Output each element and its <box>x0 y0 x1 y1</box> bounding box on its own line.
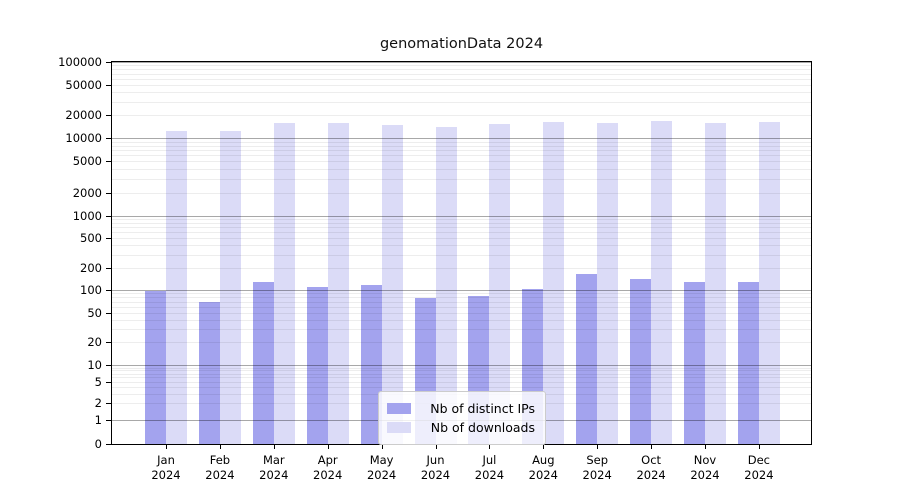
y-tick-20 <box>106 342 112 344</box>
bar-downloads-jul <box>489 123 511 444</box>
x-tick-label-jan: Jan 2024 <box>151 453 181 482</box>
y-tick-10 <box>106 365 112 366</box>
bar-downloads-nov <box>705 122 726 444</box>
x-tick-feb <box>219 445 221 449</box>
gridline-minor-30000 <box>112 101 811 103</box>
x-tick-label-jul: Jul 2024 <box>474 453 505 482</box>
bar-ips-feb <box>198 301 220 444</box>
x-tick-label-aug: Aug 2024 <box>528 453 558 482</box>
y-tick-5000 <box>106 161 112 163</box>
bar-downloads-mar <box>273 123 295 444</box>
y-tick-label-10: 10 <box>87 358 102 372</box>
x-tick-dec <box>758 445 760 449</box>
bar-downloads-jan <box>166 131 187 444</box>
y-tick-label-10000: 10000 <box>65 131 102 145</box>
y-tick-label-20000: 20000 <box>65 108 102 123</box>
x-tick-sep <box>597 445 599 449</box>
bar-ips-oct <box>630 279 652 444</box>
gridline-minor-70000 <box>112 73 811 75</box>
y-tick-label-20: 20 <box>87 335 102 350</box>
bar-ips-nov <box>684 281 705 444</box>
y-tick-50 <box>106 312 112 314</box>
bar-downloads-may <box>381 124 403 444</box>
bar-ips-dec <box>737 282 759 444</box>
y-tick-200 <box>106 267 112 269</box>
gridline-minor-20000 <box>112 115 811 117</box>
bar-downloads-apr <box>327 123 349 444</box>
y-tick-label-100: 100 <box>80 283 102 297</box>
gridline-minor-50000 <box>112 84 811 86</box>
legend-swatch-downloads <box>387 422 411 433</box>
gridline-minor-80000 <box>112 69 811 71</box>
x-tick-label-mar: Mar 2024 <box>259 453 289 482</box>
y-tick-100000 <box>106 62 112 63</box>
y-tick-2000 <box>106 192 112 194</box>
x-tick-label-nov: Nov 2024 <box>690 453 720 482</box>
y-tick-50000 <box>106 84 112 86</box>
y-tick-20000 <box>106 115 112 117</box>
bar-downloads-feb <box>219 131 241 444</box>
x-tick-mar <box>273 445 275 449</box>
x-tick-jul <box>489 445 491 449</box>
y-tick-2 <box>106 403 112 405</box>
legend-label-distinct-ips: Nb of distinct IPs <box>430 401 535 416</box>
y-tick-500 <box>106 238 112 240</box>
y-tick-label-1: 1 <box>94 413 102 427</box>
gridline-major-100000 <box>112 62 811 63</box>
bar-downloads-jun <box>435 127 457 444</box>
bar-ips-jan <box>145 290 166 444</box>
bar-downloads-aug <box>543 121 565 444</box>
y-tick-label-1000: 1000 <box>72 209 102 223</box>
y-tick-1000 <box>106 216 112 217</box>
legend-item-downloads: Nb of downloads <box>387 419 535 436</box>
bar-downloads-dec <box>758 121 780 444</box>
chart-title: genomationData 2024 <box>379 36 544 52</box>
y-tick-label-2000: 2000 <box>72 185 102 200</box>
bar-downloads-sep <box>597 122 619 444</box>
legend: Nb of distinct IPs Nb of downloads <box>378 391 546 445</box>
bar-ips-sep <box>576 274 598 444</box>
y-tick-label-500: 500 <box>80 231 102 246</box>
y-tick-label-50: 50 <box>87 305 102 320</box>
x-tick-jun <box>435 445 437 449</box>
y-tick-10000 <box>106 138 112 139</box>
bar-ips-may <box>360 284 382 444</box>
x-tick-jan <box>166 445 167 449</box>
bar-ips-apr <box>306 286 328 444</box>
gridline-minor-60000 <box>112 78 811 80</box>
x-tick-label-jun: Jun 2024 <box>420 453 451 482</box>
x-tick-may <box>381 445 383 449</box>
legend-swatch-distinct-ips <box>387 403 411 414</box>
y-tick-label-50000: 50000 <box>65 77 102 92</box>
x-tick-aug <box>543 445 545 449</box>
x-tick-label-sep: Sep 2024 <box>582 453 612 482</box>
y-tick-100 <box>106 290 112 291</box>
y-tick-label-2: 2 <box>94 396 102 411</box>
bar-downloads-oct <box>651 121 673 444</box>
legend-label-downloads: Nb of downloads <box>430 420 535 435</box>
y-tick-1 <box>106 420 112 421</box>
y-tick-label-5000: 5000 <box>72 154 102 169</box>
x-tick-label-apr: Apr 2024 <box>313 453 343 482</box>
x-tick-apr <box>327 445 329 449</box>
gridline-minor-90000 <box>112 65 811 67</box>
y-tick-5 <box>106 381 112 383</box>
y-tick-0 <box>106 444 112 445</box>
x-tick-label-dec: Dec 2024 <box>744 453 774 482</box>
x-tick-oct <box>651 445 653 449</box>
x-tick-label-may: May 2024 <box>366 453 397 482</box>
y-tick-label-100000: 100000 <box>58 55 102 69</box>
y-tick-label-200: 200 <box>80 260 102 275</box>
plot-area <box>111 61 812 445</box>
bar-ips-mar <box>252 281 274 444</box>
x-tick-label-feb: Feb 2024 <box>205 453 235 482</box>
y-tick-label-5: 5 <box>94 374 102 389</box>
x-tick-label-oct: Oct 2024 <box>636 453 666 482</box>
x-tick-nov <box>705 445 706 449</box>
legend-item-distinct-ips: Nb of distinct IPs <box>387 400 535 417</box>
gridline-minor-40000 <box>112 92 811 94</box>
y-tick-label-0: 0 <box>94 437 102 451</box>
